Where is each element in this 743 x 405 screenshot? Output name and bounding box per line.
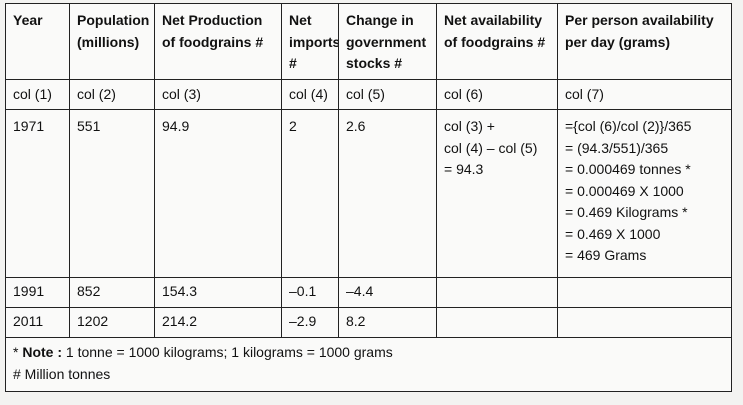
column-reference-row: col (1) col (2) col (3) col (4) col (5) … (5, 79, 732, 110)
col-ref-cell: col (2) (69, 79, 155, 110)
population-cell: 852 (69, 277, 155, 308)
year-cell: 2011 (5, 307, 70, 338)
col-ref-cell: col (6) (436, 79, 558, 110)
net-imports-cell: 2 (281, 109, 339, 278)
net-imports-cell: –0.1 (281, 277, 339, 308)
population-cell: 551 (69, 109, 155, 278)
table-row-1991: 1991 852 154.3 –0.1 –4.4 (5, 277, 732, 308)
note-label: Note : (22, 344, 63, 360)
net-availability-cell (436, 307, 558, 338)
year-cell: 1991 (5, 277, 70, 308)
col-ref-cell: col (5) (338, 79, 437, 110)
notes-row: * Note : 1 tonne = 1000 kilograms; 1 kil… (5, 337, 732, 392)
header-change-in-stocks: Change in government stocks # (338, 3, 437, 80)
table-row-1971: 1971 551 94.9 2 2.6 col (3) + col (4) – … (5, 109, 732, 278)
per-person-cell (557, 277, 732, 308)
notes-cell: * Note : 1 tonne = 1000 kilograms; 1 kil… (5, 337, 732, 392)
net-production-cell: 154.3 (154, 277, 282, 308)
table-row-2011: 2011 1202 214.2 –2.9 8.2 (5, 307, 732, 338)
per-person-cell: ={col (6)/col (2)}/365 = (94.3/551)/365 … (557, 109, 732, 278)
net-production-cell: 214.2 (154, 307, 282, 338)
population-cell: 1202 (69, 307, 155, 338)
header-year: Year (5, 3, 70, 80)
net-imports-cell: –2.9 (281, 307, 339, 338)
net-production-cell: 94.9 (154, 109, 282, 278)
footnote-line: # Million tonnes (13, 365, 111, 382)
note-line: * Note : 1 tonne = 1000 kilograms; 1 kil… (13, 344, 393, 360)
foodgrain-availability-table: Year Population (millions) Net Productio… (5, 3, 732, 392)
year-cell: 1971 (5, 109, 70, 278)
change-in-stocks-cell: 2.6 (338, 109, 437, 278)
col-ref-cell: col (3) (154, 79, 282, 110)
col-ref-cell: col (7) (557, 79, 732, 110)
net-availability-cell (436, 277, 558, 308)
header-per-person: Per person availability per day (grams) (557, 3, 732, 80)
col-ref-cell: col (1) (5, 79, 70, 110)
header-row: Year Population (millions) Net Productio… (5, 3, 732, 80)
net-availability-cell: col (3) + col (4) – col (5) = 94.3 (436, 109, 558, 278)
header-net-imports: Net imports # (281, 3, 339, 80)
change-in-stocks-cell: –4.4 (338, 277, 437, 308)
change-in-stocks-cell: 8.2 (338, 307, 437, 338)
col-ref-cell: col (4) (281, 79, 339, 110)
per-person-cell (557, 307, 732, 338)
header-population: Population (millions) (69, 3, 155, 80)
header-net-availability: Net availability of foodgrains # (436, 3, 558, 80)
header-net-production: Net Production of foodgrains # (154, 3, 282, 80)
